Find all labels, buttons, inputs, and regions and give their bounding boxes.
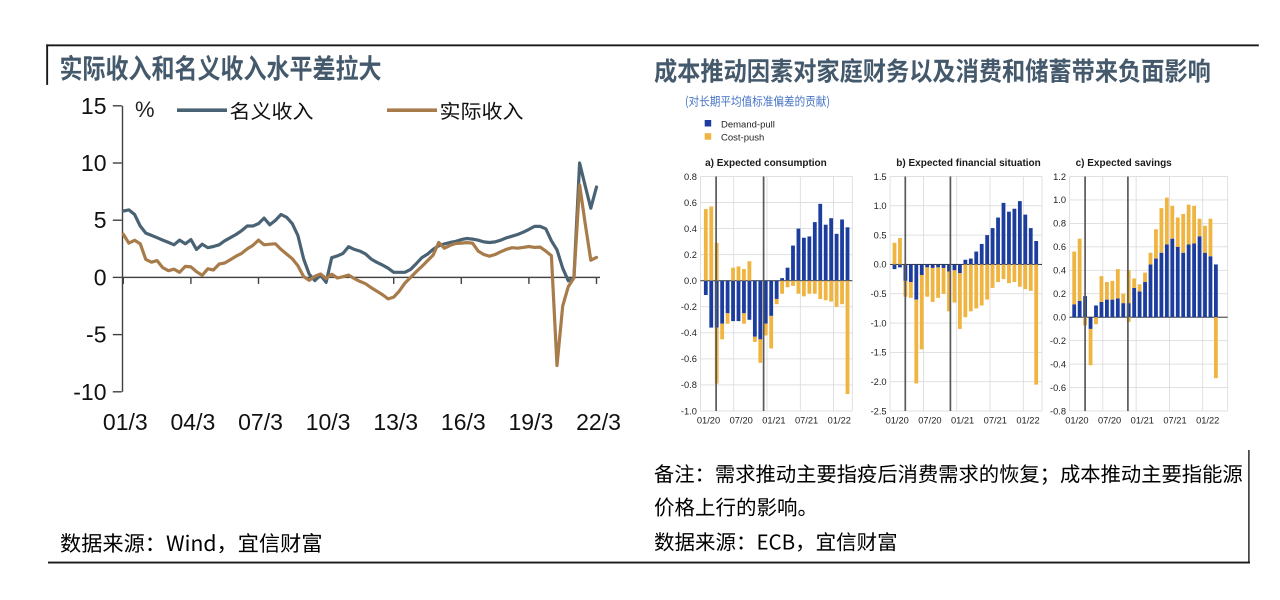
svg-text:-0.2: -0.2 [681,302,697,312]
svg-text:01/21: 01/21 [951,416,974,426]
svg-text:-1.5: -1.5 [871,348,887,358]
svg-text:-0.6: -0.6 [681,354,697,364]
svg-text:-0.2: -0.2 [1050,336,1066,346]
svg-text:b) Expected financial situatio: b) Expected financial situation [896,158,1040,169]
svg-text:-10: -10 [73,379,106,405]
svg-text:-2.5: -2.5 [871,406,887,416]
svg-text:10/3: 10/3 [306,409,351,435]
svg-text:07/21: 07/21 [984,416,1007,426]
svg-text:%: % [135,97,155,122]
svg-text:1.2: 1.2 [1053,172,1066,182]
svg-text:-0.4: -0.4 [1050,359,1066,369]
svg-text:01/22: 01/22 [1196,416,1219,426]
svg-text:0.5: 0.5 [874,230,887,240]
svg-text:0.2: 0.2 [1053,289,1066,299]
svg-text:1.0: 1.0 [874,201,887,211]
svg-text:0.6: 0.6 [684,198,697,208]
svg-text:-0.6: -0.6 [1050,383,1066,393]
svg-text:19/3: 19/3 [509,409,554,435]
svg-text:1.0: 1.0 [1053,195,1066,205]
svg-text:-0.4: -0.4 [681,328,697,338]
svg-text:01/20: 01/20 [1065,416,1088,426]
svg-text:13/3: 13/3 [373,409,418,435]
svg-text:01/3: 01/3 [103,409,148,435]
svg-text:01/21: 01/21 [762,416,785,426]
svg-text:01/22: 01/22 [828,416,851,426]
svg-text:-5: -5 [86,322,106,348]
svg-text:07/20: 07/20 [730,416,753,426]
svg-text:01/20: 01/20 [697,416,720,426]
svg-text:5: 5 [94,207,107,233]
svg-text:0.4: 0.4 [684,224,697,234]
svg-text:01/22: 01/22 [1016,416,1039,426]
svg-text:07/20: 07/20 [1098,416,1121,426]
svg-text:07/20: 07/20 [918,416,941,426]
svg-text:15: 15 [81,93,107,119]
svg-text:0.0: 0.0 [684,276,697,286]
svg-text:Demand-pull: Demand-pull [721,119,775,130]
svg-text:-0.8: -0.8 [1050,406,1066,416]
svg-text:Cost-push: Cost-push [721,132,764,143]
svg-text:07/21: 07/21 [795,416,818,426]
svg-text:0.6: 0.6 [1053,242,1066,252]
svg-text:-1.0: -1.0 [681,406,697,416]
svg-text:0: 0 [94,264,107,290]
svg-text:10: 10 [81,150,107,176]
svg-text:04/3: 04/3 [171,409,216,435]
svg-text:1.5: 1.5 [874,172,887,182]
svg-text:22/3: 22/3 [576,409,621,435]
svg-text:16/3: 16/3 [441,409,486,435]
svg-text:0.8: 0.8 [684,172,697,182]
svg-text:-1.0: -1.0 [871,318,887,328]
svg-text:01/21: 01/21 [1131,416,1154,426]
svg-text:a) Expected consumption: a) Expected consumption [705,158,827,169]
svg-text:07/21: 07/21 [1163,416,1186,426]
svg-text:0.0: 0.0 [874,260,887,270]
svg-text:c) Expected savings: c) Expected savings [1076,158,1173,169]
svg-text:01/20: 01/20 [886,416,909,426]
svg-text:0.0: 0.0 [1053,313,1066,323]
svg-text:0.8: 0.8 [1053,219,1066,229]
svg-text:07/3: 07/3 [238,409,283,435]
svg-text:0.4: 0.4 [1053,266,1066,276]
svg-text:-0.5: -0.5 [871,289,887,299]
svg-text:-2.0: -2.0 [871,377,887,387]
svg-text:-0.8: -0.8 [681,380,697,390]
svg-text:0.2: 0.2 [684,250,697,260]
